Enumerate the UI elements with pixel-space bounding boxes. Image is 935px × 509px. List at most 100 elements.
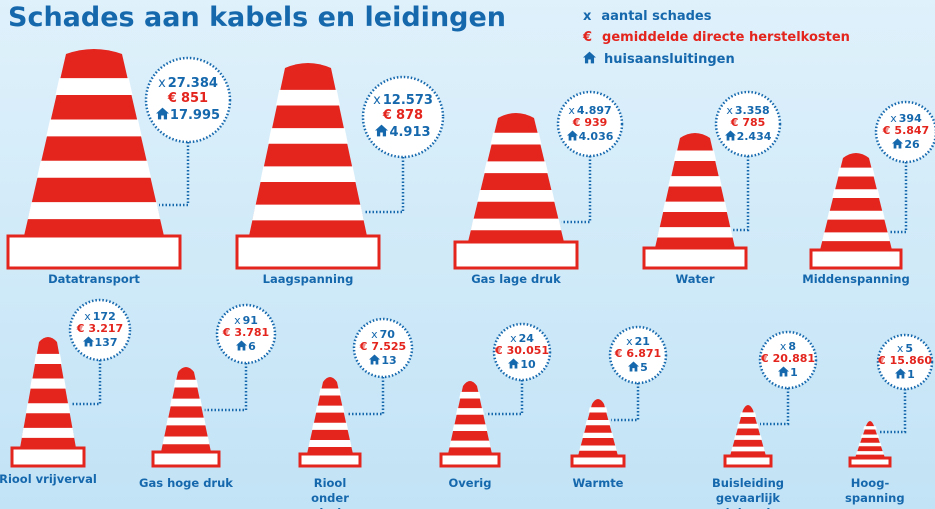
- house-icon: [155, 107, 169, 120]
- house-shape: [236, 340, 248, 351]
- connections: 13: [381, 354, 397, 368]
- bubble: [608, 325, 668, 385]
- bubble: [361, 75, 445, 159]
- connections: 1: [907, 368, 915, 382]
- cost: 3.781: [234, 326, 270, 340]
- cone-stripe: [477, 190, 555, 202]
- count-line: x 394: [866, 111, 935, 126]
- count-symbol: x: [626, 334, 633, 348]
- cone-stripe: [736, 423, 760, 429]
- cone-stripe: [21, 427, 75, 438]
- cost: 20.881: [772, 352, 816, 366]
- cone-body: [20, 337, 76, 448]
- cone-base: [298, 452, 362, 468]
- bubble-text: x 5 €15.860 1: [868, 341, 935, 382]
- count: 27.384: [167, 76, 218, 92]
- cost-line: €785: [706, 117, 790, 130]
- count-line: x 70: [344, 328, 422, 342]
- connections: 4.913: [389, 125, 431, 141]
- bubble-text: x 70 €7.525 13: [344, 328, 422, 368]
- cone-stripe: [55, 78, 133, 95]
- cone-base: [723, 454, 773, 468]
- cost: 15.860: [889, 354, 933, 368]
- cost-symbol: €: [167, 91, 177, 107]
- house-icon: [508, 358, 520, 369]
- cone-label: Overig: [448, 476, 492, 490]
- cone-stripe: [30, 378, 66, 389]
- cone-stripe: [657, 227, 733, 238]
- house-shape: [895, 368, 907, 379]
- cone-body: [448, 381, 492, 454]
- cost-line: €6.871: [600, 348, 676, 361]
- connector: [733, 156, 750, 232]
- house-icon: [628, 361, 640, 372]
- connector: [485, 380, 524, 416]
- connections-line: 1: [868, 368, 935, 382]
- connections-line: 2.434: [706, 130, 790, 144]
- cone-stripe: [832, 189, 880, 199]
- cone-stripe: [483, 161, 549, 174]
- bubble-text: x 3.358 €785 2.434: [706, 104, 790, 144]
- cost-symbol: €: [760, 352, 769, 366]
- cone-label: Datatransport: [48, 272, 140, 286]
- cone-stripe: [449, 440, 491, 448]
- connections: 5: [640, 361, 648, 375]
- connections: 2.434: [736, 130, 772, 144]
- count-symbol: x: [896, 341, 904, 355]
- house-shape: [583, 51, 596, 64]
- connections: 10: [520, 358, 536, 372]
- count: 5: [905, 341, 914, 355]
- cost: 939: [584, 116, 608, 130]
- cost-symbol: €: [76, 322, 85, 336]
- count-line: x 12.573: [353, 93, 453, 109]
- house-shape: [375, 124, 389, 137]
- cost-line: €15.860: [868, 355, 935, 368]
- house-shape: [724, 130, 736, 141]
- cone-stripe: [25, 403, 71, 414]
- house-icon: [566, 130, 578, 141]
- bubble-text: x 394 €5.847 26: [866, 111, 935, 152]
- cone-stripe: [579, 445, 617, 451]
- cone-body: [307, 377, 353, 454]
- connections-line: 17.995: [136, 107, 240, 124]
- cone-stripe: [308, 439, 352, 447]
- cone-body: [730, 405, 766, 456]
- count-symbol: x: [890, 111, 897, 125]
- cone-stripe: [311, 422, 349, 430]
- bubble-text: x 21 €6.871 5: [600, 334, 676, 375]
- cone-stripe: [827, 210, 885, 220]
- count: 394: [898, 111, 922, 125]
- cost-symbol: €: [614, 347, 623, 361]
- count-line: x 27.384: [136, 76, 240, 92]
- cone-label: Warmte: [572, 476, 624, 490]
- count-symbol: x: [158, 76, 166, 92]
- connector: [611, 383, 640, 422]
- count-symbol: x: [234, 313, 241, 327]
- count: 4.897: [576, 103, 612, 117]
- bubble-text: x 27.384 €851 17.995: [136, 76, 240, 124]
- cone-stripe: [162, 436, 210, 445]
- bubble: [492, 322, 552, 382]
- count-line: x 24: [484, 331, 560, 346]
- cone-stripe: [837, 167, 875, 177]
- house-shape: [369, 354, 381, 365]
- cost: 3.217: [88, 322, 124, 336]
- house-shape: [566, 130, 578, 141]
- cone-stripe: [276, 89, 340, 106]
- connections: 17.995: [169, 108, 221, 124]
- connections-line: 1: [750, 366, 826, 380]
- bubble: [874, 100, 935, 164]
- count: 172: [92, 309, 116, 323]
- cost-line: €878: [353, 108, 453, 124]
- cost-line: €939: [548, 117, 632, 130]
- title: Schades aan kabels en leidingen: [8, 2, 507, 33]
- count: 8: [788, 339, 797, 353]
- connector: [346, 377, 385, 416]
- house-shape: [508, 358, 520, 369]
- cone-stripe: [588, 407, 608, 413]
- connector: [879, 389, 907, 434]
- count: 24: [518, 331, 534, 345]
- cone-stripe: [166, 417, 206, 426]
- cone-stripe: [855, 451, 885, 455]
